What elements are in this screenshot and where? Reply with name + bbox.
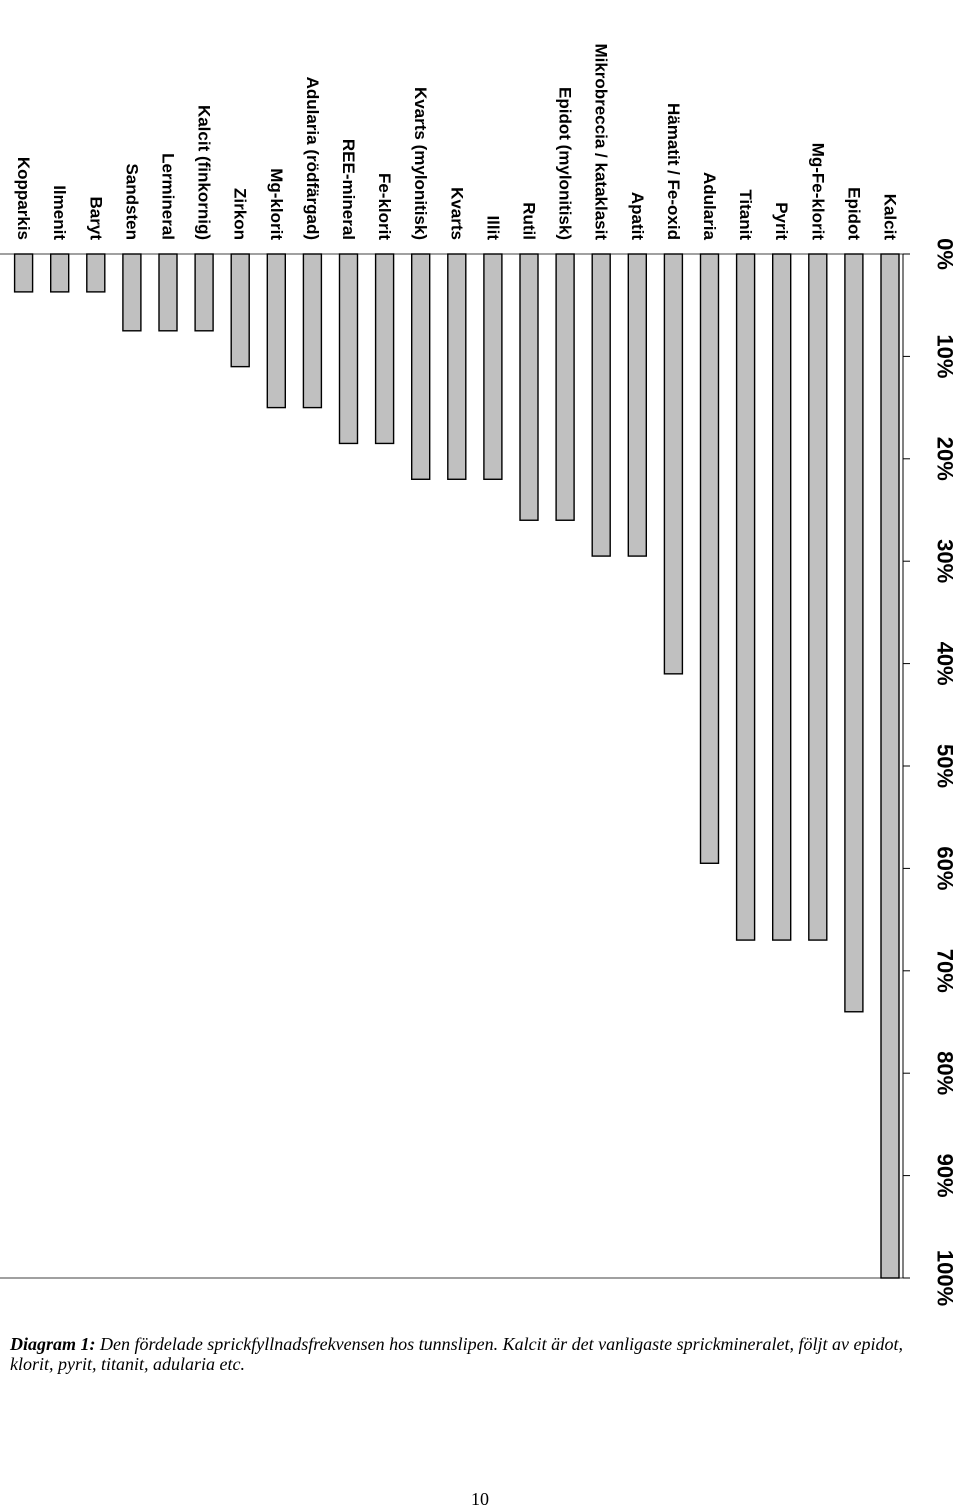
x-tick-label: 90% (933, 1154, 958, 1198)
category-label: Apatit (628, 192, 647, 241)
x-tick-label: 80% (933, 1051, 958, 1095)
category-label: Mg-Fe-klorit (808, 143, 827, 241)
caption-label: Diagram 1: (10, 1334, 96, 1354)
category-label: Hämatit / Fe-oxid (664, 103, 683, 240)
category-label: Pyrit (772, 202, 791, 240)
bar-titanit (735, 253, 756, 941)
page-number: 10 (471, 1489, 489, 1509)
category-label: Rutil (520, 202, 539, 240)
bar-kopparkis (13, 253, 34, 293)
bar-lermineral (158, 253, 178, 332)
bar-rutil (519, 253, 539, 521)
caption-text: Den fördelade sprickfyllnadsfrekvensen h… (10, 1334, 904, 1374)
category-label: Kopparkis (14, 157, 33, 240)
category-label: Titanit (736, 189, 755, 240)
category-label: Mg-klorit (267, 168, 286, 240)
x-tick-label: 20% (933, 437, 958, 481)
category-label: Zirkon (231, 188, 250, 240)
bar-epidot-mylonitisk (555, 253, 575, 521)
category-label: Adularia (700, 172, 719, 241)
bar-sandsten (122, 253, 142, 332)
category-label: Illit (483, 215, 502, 240)
bar-pyrit (772, 253, 792, 941)
bar-mg-klorit (266, 253, 286, 409)
category-label: REE-mineral (339, 139, 358, 240)
category-label: Kvarts (447, 187, 466, 240)
bar-apatit (627, 253, 647, 557)
bar-ilmenit (50, 253, 70, 293)
bar-mg-fe-klorit (808, 253, 828, 941)
x-tick-label: 50% (933, 744, 958, 788)
bar-fe-klorit (374, 253, 395, 445)
x-tick-label: 10% (933, 334, 958, 378)
x-tick-label: 40% (933, 642, 958, 686)
category-label: Kalcit (881, 194, 900, 241)
axis-tick-labels: 0% 10% 20% 30% 40% 50% 60% 70% 80% 90% 100% (933, 238, 958, 1306)
category-label: Kalcit (finkornig) (195, 105, 214, 240)
axis-ticks (903, 253, 910, 1279)
bar-zirkon (230, 253, 250, 368)
bar-baryt (86, 253, 106, 293)
bar-mikrobreccia-kataklasit (591, 253, 611, 557)
bar-kalcit (880, 253, 900, 1279)
category-label: Ilmenit (50, 185, 69, 240)
x-tick-label: 0% (933, 238, 958, 270)
bar-kvarts (447, 253, 467, 480)
category-label: Kvarts (mylonitisk) (411, 87, 430, 240)
bar-illit (483, 253, 503, 480)
category-label: Sandsten (122, 163, 141, 240)
category-label: Lermineral (159, 153, 178, 240)
x-tick-label: 100% (933, 1250, 958, 1306)
bar-adularia-rödfärgad (302, 253, 323, 409)
bar-kvarts-mylonitisk (411, 253, 431, 480)
figure-caption: Diagram 1: Den fördelade sprickfyllnadsf… (10, 1334, 950, 1374)
bar-ree-mineral (338, 253, 359, 445)
x-tick-label: 60% (933, 846, 958, 890)
category-label: Fe-klorit (375, 173, 394, 240)
mineral-frequency-chart: 0% 10% 20% 30% 40% 50% 60% 70% 80% 90% 100% Kalcit… (0, 43, 958, 1306)
category-label: Adularia (rödfärgad) (303, 77, 322, 240)
x-tick-label: 70% (933, 949, 958, 993)
bar-adularia (699, 253, 720, 864)
bar-kalcit-finkornig (194, 253, 214, 332)
category-label: Baryt (86, 197, 105, 241)
category-label: Epidot (mylonitisk) (556, 87, 575, 240)
bar-epidot (844, 253, 864, 1013)
category-label: Mikrobreccia / kataklasit (592, 43, 611, 240)
x-tick-label: 30% (933, 539, 958, 583)
bar-hämatit-fe-oxid (663, 253, 684, 675)
category-labels: Kalcit Epidot Mg-Fe-klorit Pyrit Titanit Adul… (14, 43, 899, 240)
category-label: Epidot (844, 187, 863, 240)
bars (13, 253, 900, 1279)
